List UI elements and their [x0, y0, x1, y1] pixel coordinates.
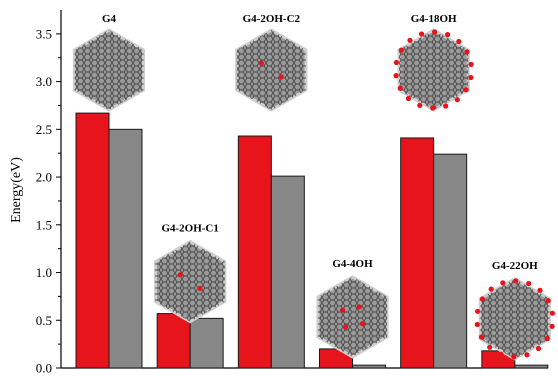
- oxygen-atom: [197, 285, 203, 291]
- oxygen-atom: [545, 298, 551, 304]
- graphene-flake-hydroxyl-icon: [235, 28, 308, 112]
- oxygen-atom: [343, 324, 349, 330]
- oxygen-atom: [454, 97, 460, 103]
- oxygen-atom: [500, 280, 506, 286]
- category-label: G4-2OH-C1: [161, 223, 218, 235]
- bar: [108, 128, 143, 369]
- category-label: G4-18OH: [411, 13, 457, 25]
- bar: [156, 313, 191, 369]
- oxygen-atom: [513, 278, 519, 284]
- oxygen-atom: [398, 47, 404, 53]
- graphene-flake-icon: [72, 28, 146, 112]
- oxygen-atom: [393, 59, 399, 66]
- oxygen-atom: [549, 323, 555, 329]
- oxygen-atom: [468, 74, 474, 81]
- y-tick-label: 3.5: [36, 26, 52, 41]
- category-label: G4-2OH-C2: [243, 13, 301, 25]
- plot-area: 0.0 0.5 1.0 1.5 2.0 2.5 3.0 3.5 G4 G4-2OH-C1 G4-2O…: [36, 10, 556, 376]
- oxygen-atom: [258, 60, 264, 66]
- oxygen-atom: [397, 85, 403, 91]
- oxygen-atom: [535, 345, 542, 352]
- flake-mesh: [480, 278, 550, 359]
- oxygen-atom: [417, 102, 423, 108]
- y-tick-label: 2.0: [36, 170, 52, 185]
- flake-mesh: [317, 276, 388, 357]
- bar: [400, 137, 435, 369]
- oxygen-atom: [407, 37, 413, 43]
- oxygen-atom: [549, 310, 556, 316]
- oxygen-atom: [445, 31, 451, 38]
- graphene-flake-hydroxyl-icon: [316, 275, 389, 359]
- category-label: G4: [102, 13, 117, 25]
- flake-mesh: [236, 30, 306, 110]
- oxygen-atom: [419, 31, 425, 37]
- graphene-flake-hydroxyl-icon: [393, 28, 474, 112]
- oxygen-atom: [456, 38, 462, 45]
- oxygen-atom: [537, 287, 543, 293]
- flake-mesh: [399, 30, 469, 110]
- category-label: G4-22OH: [492, 260, 538, 272]
- oxygen-atom: [487, 344, 493, 350]
- y-tick-label: 3.0: [36, 74, 52, 89]
- oxygen-atom: [340, 307, 346, 313]
- y-tick-label: 1.5: [36, 217, 52, 232]
- bar: [352, 364, 386, 369]
- y-tick-label: 0.0: [36, 361, 52, 376]
- bar: [514, 364, 549, 369]
- oxygen-atom: [432, 29, 438, 35]
- bar: [270, 175, 305, 369]
- oxygen-atom: [430, 105, 436, 111]
- flake-mesh: [155, 241, 225, 322]
- category-label: G4-4OH: [332, 258, 373, 270]
- oxygen-atom: [405, 95, 412, 102]
- oxygen-atom: [474, 321, 480, 328]
- oxygen-atom: [511, 354, 517, 360]
- oxygen-atom: [443, 103, 449, 109]
- bar: [433, 153, 468, 369]
- y-tick-label: 1.0: [36, 265, 52, 280]
- oxygen-atom: [356, 304, 362, 310]
- y-axis-title: Energy(eV): [9, 157, 24, 223]
- y-tick-label: 2.5: [36, 122, 52, 137]
- oxygen-atom: [475, 308, 481, 314]
- oxygen-atom: [359, 321, 365, 327]
- flake-mesh: [74, 30, 144, 110]
- bar: [189, 317, 224, 369]
- oxygen-atom: [479, 296, 485, 302]
- oxygen-atom: [464, 49, 470, 55]
- bar: [75, 112, 110, 369]
- oxygen-atom: [468, 61, 474, 67]
- oxygen-atom: [463, 87, 469, 93]
- y-tick-label: 0.5: [36, 313, 52, 328]
- graphene-flake-hydroxyl-icon: [154, 239, 227, 324]
- oxygen-atom: [544, 336, 550, 342]
- bar: [237, 135, 272, 369]
- graphene-flake-hydroxyl-icon: [474, 277, 556, 361]
- oxygen-atom: [478, 334, 485, 340]
- oxygen-atom: [278, 74, 284, 80]
- oxygen-atom: [524, 352, 530, 358]
- oxygen-atom: [488, 286, 494, 292]
- oxygen-atom: [526, 280, 532, 287]
- oxygen-atom: [498, 351, 504, 357]
- oxygen-atom: [177, 272, 183, 278]
- oxygen-atom: [393, 73, 399, 79]
